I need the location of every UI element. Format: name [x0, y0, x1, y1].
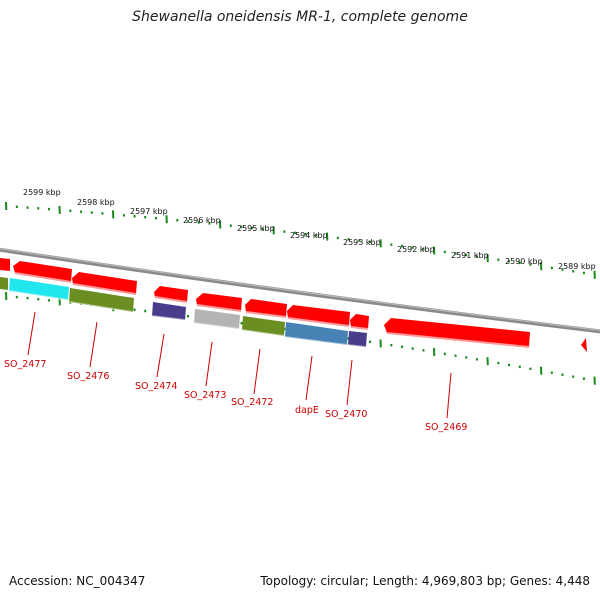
kbp-label-2592: 2592 kbp [397, 245, 435, 254]
genome-backbone-highlight [0, 248, 600, 331]
gene-block[interactable] [0, 277, 8, 290]
gene-arrow[interactable] [287, 305, 350, 326]
gene-block[interactable] [348, 331, 367, 347]
label-leaders [27, 311, 452, 419]
gene-arrow[interactable] [0, 258, 10, 271]
reverse-strand-genes [0, 277, 367, 348]
leader-line-dape [305, 355, 313, 401]
leader-line-so2472 [253, 348, 261, 395]
kbp-label-2598: 2598 kbp [77, 198, 115, 207]
accession-text: Accession: NC_004347 [9, 574, 146, 588]
gene-label-group: SO_2477 SO_2476 SO_2474 SO_2473 SO_2472 … [4, 359, 467, 433]
leader-line-so2476 [89, 321, 98, 368]
genome-backbone [0, 247, 600, 334]
kbp-label-group: 2599 kbp 2598 kbp 2597 kbp 2596 kbp 2595… [23, 188, 596, 271]
forward-strand-genes [0, 258, 587, 352]
gene-block[interactable] [69, 288, 134, 312]
gene-label-dape[interactable]: dapE [295, 405, 319, 416]
topology-text: Topology: circular; Length: 4,969,803 bp… [260, 574, 590, 588]
gene-arrow[interactable] [384, 318, 530, 347]
gene-block-shadow [8, 290, 367, 348]
gene-arrow[interactable] [196, 293, 242, 311]
gene-arrow[interactable] [581, 338, 587, 352]
kbp-label-2590: 2590 kbp [505, 257, 543, 266]
gene-block[interactable] [9, 278, 69, 300]
gene-label-so2477[interactable]: SO_2477 [4, 359, 46, 370]
map-title: Shewanella oneidensis MR-1, complete gen… [132, 9, 468, 25]
gene-label-so2470[interactable]: SO_2470 [325, 409, 367, 420]
gene-label-so2469[interactable]: SO_2469 [425, 422, 467, 433]
kbp-label-2589: 2589 kbp [558, 262, 596, 271]
gene-label-so2474[interactable]: SO_2474 [135, 381, 177, 392]
gene-shadow [14, 272, 530, 348]
leader-line-so2477 [27, 311, 36, 356]
gene-block[interactable] [285, 322, 348, 345]
gene-label-so2476[interactable]: SO_2476 [67, 371, 109, 382]
kbp-label-2594: 2594 kbp [290, 231, 328, 240]
gene-block[interactable] [194, 309, 240, 329]
kbp-label-2597: 2597 kbp [130, 207, 168, 216]
kbp-label-2593: 2593 kbp [343, 238, 381, 247]
leader-line-so2469 [446, 372, 452, 419]
outer-tick-ring [5, 201, 596, 279]
gene-block[interactable] [242, 316, 285, 336]
gene-arrow[interactable] [350, 314, 369, 329]
kbp-label-2599: 2599 kbp [23, 188, 61, 197]
gene-block[interactable] [152, 302, 186, 320]
leader-line-so2474 [156, 333, 165, 378]
gene-arrow[interactable] [72, 272, 137, 294]
kbp-label-2596: 2596 kbp [183, 216, 221, 225]
leader-line-so2470 [346, 359, 353, 406]
kbp-label-2591: 2591 kbp [451, 251, 489, 260]
leader-line-so2473 [205, 341, 213, 387]
gene-arrow[interactable] [13, 261, 72, 282]
gene-label-so2472[interactable]: SO_2472 [231, 397, 273, 408]
gene-label-so2473[interactable]: SO_2473 [184, 390, 226, 401]
kbp-label-2595: 2595 kbp [237, 224, 275, 233]
